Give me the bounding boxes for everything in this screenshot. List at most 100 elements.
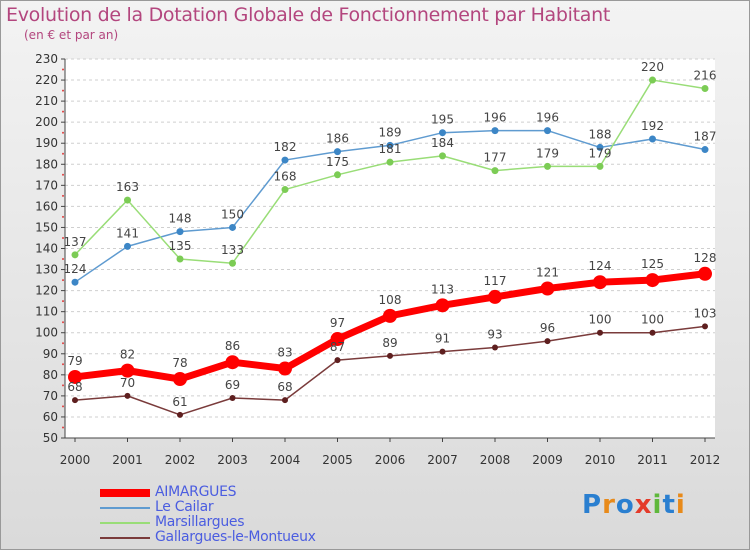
data-label-marsillargues: 216 <box>694 68 717 82</box>
data-point-gallargues-le-montueux <box>439 348 446 355</box>
data-point-marsillargues <box>386 158 394 166</box>
y-minor-mark <box>62 89 64 92</box>
data-label-le-cailar: 187 <box>694 130 717 144</box>
data-point-le-cailar <box>701 146 709 154</box>
data-label-le-cailar: 192 <box>641 119 664 133</box>
y-minor-mark <box>62 405 64 408</box>
x-tick-label: 2003 <box>217 453 248 467</box>
data-point-marsillargues <box>71 251 79 259</box>
data-point-gallargues-le-montueux <box>282 397 288 404</box>
logo-letter: x <box>634 490 653 520</box>
y-tick-label: 160 <box>35 199 58 213</box>
data-label-aimargues: 125 <box>641 257 664 271</box>
legend-label: Le Cailar <box>155 499 214 515</box>
data-label-marsillargues: 220 <box>641 60 664 74</box>
data-point-le-cailar <box>176 228 184 236</box>
data-label-le-cailar: 188 <box>589 127 612 141</box>
data-label-le-cailar: 196 <box>484 111 507 125</box>
data-label-gallargues-le-montueux: 89 <box>382 336 397 350</box>
data-point-gallargues-le-montueux <box>492 344 498 351</box>
data-labels-layer: 124 141 148 150 182 186 189 195 196 196 188 192 187 1… <box>64 60 717 409</box>
y-minor-mark <box>62 300 64 303</box>
data-label-gallargues-le-montueux: 68 <box>277 380 292 394</box>
x-tick-label: 2004 <box>270 453 301 467</box>
data-point-le-cailar <box>649 135 656 143</box>
data-point-aimargues <box>698 266 712 281</box>
data-label-le-cailar: 150 <box>221 207 244 221</box>
x-tick-label: 2009 <box>532 453 563 467</box>
chart-title: Evolution de la Dotation Globale de Fonc… <box>6 4 611 26</box>
data-label-marsillargues: 179 <box>589 146 612 160</box>
data-label-le-cailar: 148 <box>169 212 192 226</box>
y-tick-label: 130 <box>35 263 58 277</box>
data-label-aimargues: 78 <box>172 356 187 370</box>
data-label-aimargues: 97 <box>330 316 345 330</box>
y-tick-label: 140 <box>35 242 58 256</box>
data-point-le-cailar <box>124 242 131 250</box>
data-label-marsillargues: 177 <box>484 151 507 165</box>
logo-letter: i <box>652 490 663 520</box>
data-point-marsillargues <box>281 186 289 194</box>
legend-swatch <box>100 507 150 509</box>
y-minor-mark <box>62 152 64 155</box>
data-point-marsillargues <box>439 152 446 160</box>
legend-label: Marsillargues <box>155 514 245 530</box>
data-point-le-cailar <box>334 148 341 156</box>
logo-letter: t <box>662 490 676 520</box>
data-label-aimargues: 83 <box>277 346 292 360</box>
x-tick-label: 2005 <box>322 453 353 467</box>
grid-lines <box>65 58 715 439</box>
data-point-le-cailar <box>439 129 446 137</box>
axes: 50 60 70 80 90 100 110 120 130 140 150 160 170 180 190… <box>35 52 720 467</box>
y-tick-label: 120 <box>35 284 58 298</box>
data-label-aimargues: 86 <box>225 339 240 353</box>
y-minor-mark <box>62 363 64 366</box>
data-point-marsillargues <box>701 84 709 92</box>
data-point-gallargues-le-montueux <box>177 411 183 418</box>
data-label-aimargues: 79 <box>67 354 82 368</box>
data-label-marsillargues: 135 <box>169 239 192 253</box>
y-minor-mark <box>62 236 64 239</box>
data-label-gallargues-le-montueux: 70 <box>120 376 135 390</box>
data-label-le-cailar: 124 <box>64 262 87 276</box>
data-point-gallargues-le-montueux <box>702 323 708 330</box>
data-point-gallargues-le-montueux <box>124 392 131 399</box>
data-label-gallargues-le-montueux: 68 <box>67 380 82 394</box>
data-point-le-cailar <box>596 143 604 151</box>
x-tick-label: 2010 <box>585 453 616 467</box>
y-tick-label: 100 <box>35 326 58 340</box>
y-minor-mark <box>62 215 64 218</box>
y-minor-mark <box>62 173 64 176</box>
data-point-aimargues <box>120 363 135 378</box>
data-label-marsillargues: 168 <box>274 170 297 184</box>
data-label-gallargues-le-montueux: 100 <box>589 313 612 327</box>
legend-label: Gallargues-le-Montueux <box>155 529 316 545</box>
y-tick-label: 90 <box>43 347 58 361</box>
data-point-marsillargues <box>124 196 131 204</box>
data-label-aimargues: 121 <box>536 266 559 280</box>
y-tick-label: 70 <box>43 389 58 403</box>
y-tick-label: 200 <box>35 115 58 129</box>
logo-letter: o <box>615 490 635 520</box>
data-label-marsillargues: 137 <box>64 235 87 249</box>
y-tick-label: 180 <box>35 157 58 171</box>
logo-letter: i <box>675 490 686 520</box>
y-tick-label: 210 <box>35 94 58 108</box>
data-label-le-cailar: 196 <box>536 111 559 125</box>
chart-subtitle: (en € et par an) <box>24 28 119 42</box>
data-label-aimargues: 117 <box>484 274 507 288</box>
x-tick-label: 2007 <box>427 453 458 467</box>
proxiti-logo: Proxiti <box>582 490 686 520</box>
data-point-gallargues-le-montueux <box>649 329 656 336</box>
legend-swatch <box>100 537 150 539</box>
data-point-aimargues <box>383 308 397 323</box>
data-point-le-cailar <box>491 127 499 135</box>
data-label-gallargues-le-montueux: 91 <box>435 332 450 346</box>
legend-label: AIMARGUES <box>155 484 237 500</box>
y-tick-label: 150 <box>35 220 58 234</box>
data-point-aimargues <box>435 298 450 313</box>
data-point-aimargues <box>488 289 502 304</box>
data-point-aimargues <box>540 281 555 296</box>
y-minor-mark <box>62 342 64 345</box>
data-point-le-cailar <box>71 278 79 286</box>
